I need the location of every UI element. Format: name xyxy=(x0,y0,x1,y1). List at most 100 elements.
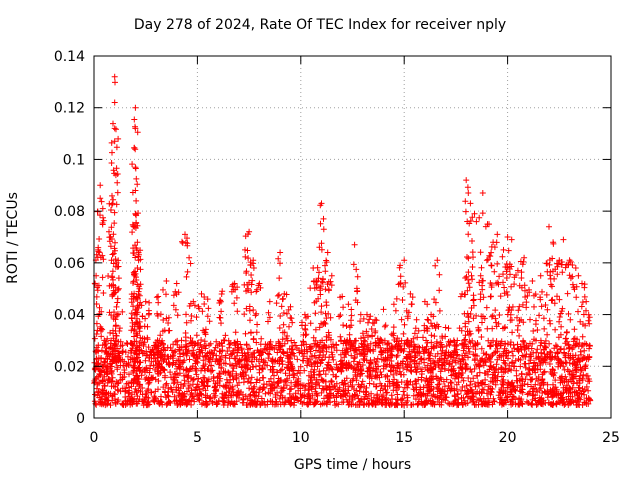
roti-point xyxy=(315,295,322,302)
roti-point xyxy=(307,356,314,363)
roti-point xyxy=(327,399,334,406)
roti-point xyxy=(432,325,439,332)
roti-point xyxy=(355,381,362,388)
roti-point xyxy=(132,146,139,153)
roti-point xyxy=(564,290,571,297)
roti-point xyxy=(289,393,296,400)
roti-point xyxy=(557,358,564,365)
roti-point xyxy=(198,337,205,343)
roti-point xyxy=(140,402,147,409)
roti-point xyxy=(583,298,590,305)
roti-point xyxy=(462,208,469,215)
roti-point xyxy=(104,364,111,371)
roti-point xyxy=(228,288,235,295)
roti-point xyxy=(302,322,309,329)
roti-point xyxy=(146,310,153,317)
roti-point xyxy=(442,349,449,356)
roti-point xyxy=(381,382,388,389)
roti-point xyxy=(580,371,587,378)
roti-point xyxy=(96,380,102,387)
roti-point xyxy=(486,366,493,373)
roti-point xyxy=(345,401,352,408)
roti-point xyxy=(388,346,395,353)
roti-point xyxy=(137,299,144,306)
roti-point xyxy=(132,104,139,111)
roti-point xyxy=(575,272,582,279)
roti-point xyxy=(218,308,225,315)
roti-point xyxy=(180,359,187,366)
roti-point xyxy=(384,341,391,348)
roti-point xyxy=(464,287,471,294)
roti-point xyxy=(463,382,470,389)
roti-point xyxy=(100,401,107,408)
roti-point xyxy=(201,294,208,300)
roti-point xyxy=(540,346,547,353)
roti-point xyxy=(430,365,437,372)
roti-point xyxy=(581,281,588,288)
roti-point xyxy=(354,401,361,408)
roti-point xyxy=(249,277,256,284)
roti-point xyxy=(461,345,468,352)
roti-point xyxy=(467,395,474,402)
roti-point xyxy=(338,337,345,344)
roti-point xyxy=(509,359,516,366)
roti-point xyxy=(527,351,534,358)
roti-point xyxy=(297,363,304,370)
roti-point xyxy=(175,357,182,364)
roti-point xyxy=(549,296,556,303)
roti-point xyxy=(351,355,358,362)
roti-point xyxy=(267,366,274,373)
roti-point xyxy=(384,355,391,362)
roti-point xyxy=(128,399,135,406)
roti-point xyxy=(522,353,529,360)
roti-point xyxy=(421,359,428,366)
roti-point xyxy=(189,365,195,372)
roti-point xyxy=(369,333,376,340)
roti-point xyxy=(271,384,278,391)
roti-point xyxy=(268,385,275,392)
roti-point xyxy=(368,375,375,382)
roti-point xyxy=(576,340,583,346)
roti-point xyxy=(328,378,335,385)
roti-point xyxy=(520,342,527,348)
roti-point xyxy=(156,400,162,407)
roti-point xyxy=(244,378,251,385)
roti-point xyxy=(394,362,401,368)
roti-point xyxy=(493,239,500,246)
roti-point xyxy=(508,307,515,314)
roti-point xyxy=(381,357,388,364)
roti-point xyxy=(579,333,586,340)
roti-point xyxy=(509,329,516,336)
roti-point xyxy=(253,329,260,336)
roti-point xyxy=(580,321,586,328)
roti-point xyxy=(492,381,499,388)
roti-point xyxy=(191,302,198,309)
roti-point xyxy=(195,392,202,399)
roti-point xyxy=(539,390,546,396)
roti-point xyxy=(135,288,142,295)
roti-point xyxy=(160,317,167,323)
roti-point xyxy=(172,348,179,355)
roti-point xyxy=(436,388,443,395)
roti-point xyxy=(113,378,120,385)
roti-point xyxy=(110,120,116,127)
roti-point xyxy=(354,273,361,280)
roti-point xyxy=(407,367,414,374)
roti-point xyxy=(114,299,121,306)
roti-point xyxy=(413,316,420,323)
roti-point xyxy=(511,274,518,281)
roti-point xyxy=(499,378,506,385)
roti-point xyxy=(503,275,510,281)
roti-point xyxy=(392,307,399,314)
roti-point xyxy=(383,395,390,402)
roti-point xyxy=(469,249,476,256)
roti-point xyxy=(220,402,227,408)
roti-point xyxy=(340,387,347,394)
roti-point xyxy=(469,214,476,221)
roti-point xyxy=(501,284,508,291)
roti-point xyxy=(577,364,584,371)
roti-point xyxy=(193,371,200,378)
roti-point xyxy=(100,217,107,224)
roti-point xyxy=(136,292,143,299)
roti-point xyxy=(323,364,330,371)
